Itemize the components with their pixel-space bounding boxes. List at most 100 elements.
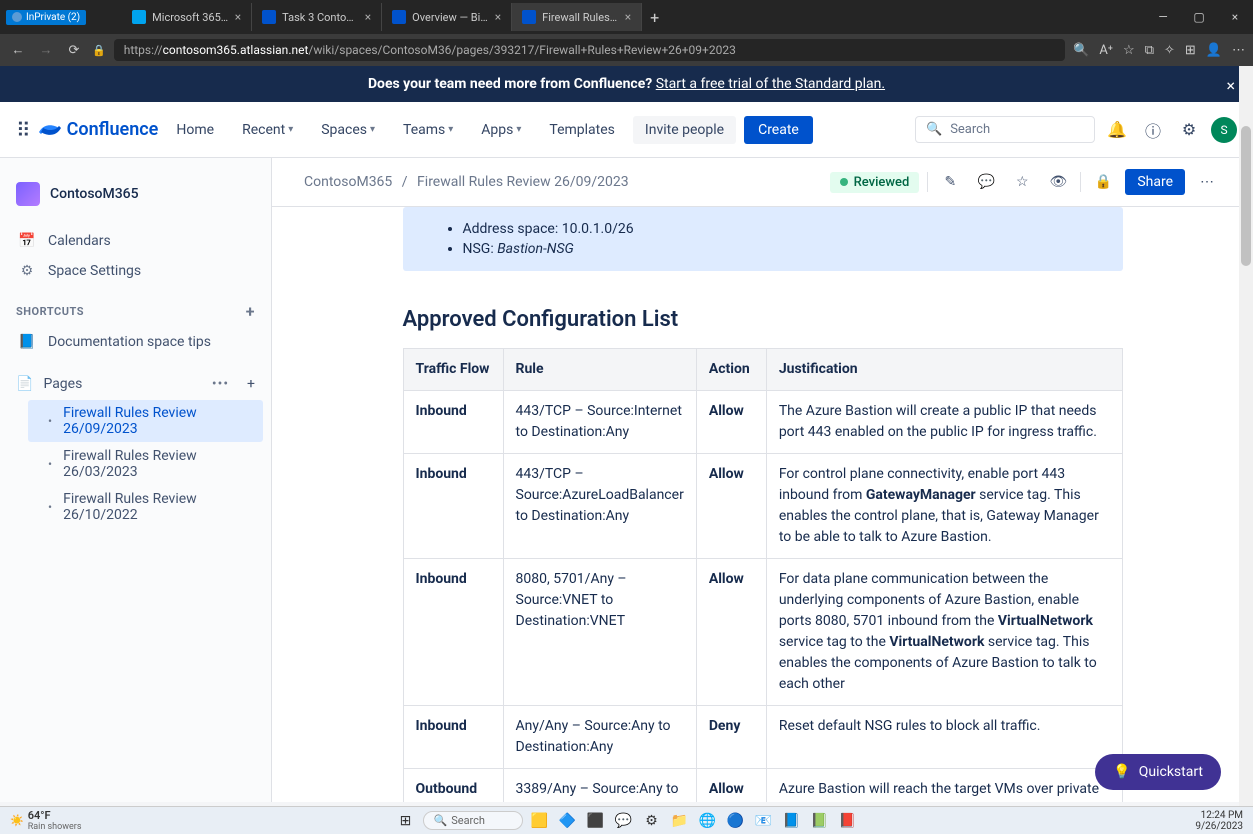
add-shortcut-button[interactable]: + bbox=[246, 302, 255, 321]
table-row: Inbound8080, 5701/Any – Source:VNET to D… bbox=[403, 559, 1122, 706]
share-button[interactable]: Share bbox=[1125, 169, 1185, 195]
sidebar: ContosoM365 📅Calendars ⚙Space Settings S… bbox=[0, 158, 272, 802]
favorite-icon[interactable]: ☆ bbox=[1123, 43, 1135, 58]
url-input[interactable]: https://contosom365.atlassian.net/wiki/s… bbox=[114, 39, 1065, 61]
notifications-icon[interactable]: 🔔 bbox=[1103, 116, 1131, 144]
avatar[interactable]: S bbox=[1211, 117, 1237, 143]
top-nav: ⠿ Confluence Home Recent▾ Spaces▾ Teams▾… bbox=[0, 102, 1253, 158]
window-controls: — ▢ × bbox=[1145, 3, 1253, 31]
banner-link[interactable]: Start a free trial of the Standard plan. bbox=[656, 76, 885, 92]
th-action: Action bbox=[696, 349, 766, 391]
sidebar-space-settings[interactable]: ⚙Space Settings bbox=[0, 256, 271, 286]
taskbar-app-icon[interactable]: 📕 bbox=[837, 810, 859, 832]
pages-header[interactable]: 📄 Pages ••• + bbox=[0, 369, 271, 399]
tab-close-icon[interactable]: × bbox=[235, 10, 241, 24]
lock-icon: 🔒 bbox=[92, 44, 106, 57]
banner-text: Does your team need more from Confluence… bbox=[368, 76, 656, 92]
taskbar-app-icon[interactable]: 📘 bbox=[781, 810, 803, 832]
more-actions-icon[interactable]: ⋯ bbox=[1193, 168, 1221, 196]
nav-apps[interactable]: Apps▾ bbox=[471, 114, 531, 146]
profile-icon[interactable]: 👤 bbox=[1206, 43, 1222, 58]
zoom-icon[interactable]: 🔍 bbox=[1073, 43, 1089, 58]
browser-tab[interactable]: Microsoft 365 Certification - Ser× bbox=[122, 3, 252, 31]
back-button[interactable]: ← bbox=[8, 42, 28, 58]
page-tree-item[interactable]: •Firewall Rules Review 26/09/2023 bbox=[28, 400, 263, 442]
breadcrumb: ContosoM365 / Firewall Rules Review 26/0… bbox=[304, 174, 629, 190]
taskbar-app-icon[interactable]: 📗 bbox=[809, 810, 831, 832]
edit-icon[interactable]: ✎ bbox=[936, 168, 964, 196]
nav-templates[interactable]: Templates bbox=[539, 114, 625, 146]
app-switcher-icon[interactable]: ⠿ bbox=[16, 118, 31, 142]
inprivate-badge: InPrivate (2) bbox=[6, 10, 86, 25]
tab-close-icon[interactable]: × bbox=[495, 10, 501, 24]
info-panel: Address space: 10.0.1.0/26 NSG: Bastion-… bbox=[403, 207, 1123, 271]
taskbar-app-icon[interactable]: 🔷 bbox=[557, 810, 579, 832]
minimize-button[interactable]: — bbox=[1145, 3, 1181, 31]
space-icon bbox=[16, 182, 40, 206]
lightbulb-icon: 💡 bbox=[1113, 764, 1130, 780]
status-badge[interactable]: Reviewed bbox=[830, 172, 920, 193]
taskbar-app-icon[interactable]: 🟨 bbox=[529, 810, 551, 832]
taskbar-app-icon[interactable]: 🌐 bbox=[697, 810, 719, 832]
settings-icon[interactable]: ⚙ bbox=[1175, 116, 1203, 144]
sidebar-calendars[interactable]: 📅Calendars bbox=[0, 226, 271, 256]
start-button[interactable]: ⊞ bbox=[395, 810, 417, 832]
system-tray[interactable]: 12:24 PM 9/26/2023 bbox=[1195, 810, 1243, 832]
taskbar-search[interactable]: 🔍 Search bbox=[423, 811, 523, 830]
sidebar-shortcut[interactable]: 📘Documentation space tips bbox=[0, 327, 271, 357]
breadcrumb-page[interactable]: Firewall Rules Review 26/09/2023 bbox=[417, 174, 629, 190]
nav-home[interactable]: Home bbox=[166, 114, 224, 146]
scrollbar[interactable] bbox=[1239, 66, 1253, 806]
windows-taskbar: ☀️ 64°F Rain showers ⊞ 🔍 Search 🟨 🔷 ⬛ 💬 … bbox=[0, 806, 1253, 834]
confluence-logo[interactable]: Confluence bbox=[39, 119, 159, 141]
taskbar-app-icon[interactable]: 📁 bbox=[669, 810, 691, 832]
nav-recent[interactable]: Recent▾ bbox=[232, 114, 303, 146]
restrictions-icon[interactable]: 🔒 bbox=[1089, 168, 1117, 196]
breadcrumb-space[interactable]: ContosoM365 bbox=[304, 174, 392, 190]
browser-tab[interactable]: Firewall Rules Review 26/09/20× bbox=[512, 3, 642, 31]
taskbar-app-icon[interactable]: ⬛ bbox=[585, 810, 607, 832]
taskbar-app-icon[interactable]: ⚙ bbox=[641, 810, 663, 832]
tab-close-icon[interactable]: × bbox=[365, 10, 371, 24]
extensions-icon[interactable]: ⊞ bbox=[1185, 43, 1196, 58]
browser-tab[interactable]: Overview — Bitbucket× bbox=[382, 3, 512, 31]
th-justification: Justification bbox=[766, 349, 1122, 391]
close-window-button[interactable]: × bbox=[1217, 3, 1253, 31]
nav-teams[interactable]: Teams▾ bbox=[393, 114, 463, 146]
page-tree-item[interactable]: •Firewall Rules Review 26/10/2022 bbox=[28, 486, 263, 528]
section-heading: Approved Configuration List bbox=[403, 307, 1123, 332]
new-tab-button[interactable]: + bbox=[642, 8, 667, 27]
nav-spaces[interactable]: Spaces▾ bbox=[311, 114, 385, 146]
browser-tab[interactable]: Task 3 Contoso M365 Firewall R× bbox=[252, 3, 382, 31]
address-bar: ← → ⟳ 🔒 https://contosom365.atlassian.ne… bbox=[0, 34, 1253, 66]
invite-button[interactable]: Invite people bbox=[633, 116, 736, 144]
taskbar-app-icon[interactable]: 💬 bbox=[613, 810, 635, 832]
forward-button[interactable]: → bbox=[36, 42, 56, 58]
tab-close-icon[interactable]: × bbox=[625, 10, 631, 24]
maximize-button[interactable]: ▢ bbox=[1181, 3, 1217, 31]
create-button[interactable]: Create bbox=[744, 116, 813, 144]
gear-icon: ⚙ bbox=[16, 263, 38, 279]
comment-icon[interactable]: 💬 bbox=[972, 168, 1000, 196]
read-aloud-icon[interactable]: A⁺ bbox=[1099, 43, 1113, 58]
add-page-button[interactable]: + bbox=[247, 376, 255, 392]
pages-more-icon[interactable]: ••• bbox=[212, 376, 229, 392]
taskbar-app-icon[interactable]: 🔵 bbox=[725, 810, 747, 832]
page-icon: 📄 bbox=[16, 376, 33, 392]
menu-icon[interactable]: ⋯ bbox=[1232, 43, 1245, 58]
calendar-icon: 📅 bbox=[16, 233, 38, 249]
banner-close-icon[interactable]: × bbox=[1226, 76, 1235, 95]
refresh-button[interactable]: ⟳ bbox=[64, 43, 84, 58]
star-icon[interactable]: ☆ bbox=[1008, 168, 1036, 196]
search-input[interactable]: 🔍 Search bbox=[915, 116, 1095, 143]
page-tree-item[interactable]: •Firewall Rules Review 26/03/2023 bbox=[28, 443, 263, 485]
split-icon[interactable]: ⧉ bbox=[1145, 43, 1154, 58]
collections-icon[interactable]: ✧ bbox=[1164, 43, 1175, 58]
help-icon[interactable]: ⓘ bbox=[1139, 116, 1167, 144]
space-header[interactable]: ContosoM365 bbox=[0, 174, 271, 214]
th-traffic: Traffic Flow bbox=[403, 349, 503, 391]
watch-icon[interactable]: 👁 bbox=[1044, 168, 1072, 196]
taskbar-app-icon[interactable]: 📧 bbox=[753, 810, 775, 832]
weather-widget[interactable]: ☀️ 64°F Rain showers bbox=[10, 809, 82, 832]
quickstart-button[interactable]: 💡 Quickstart bbox=[1095, 754, 1221, 790]
